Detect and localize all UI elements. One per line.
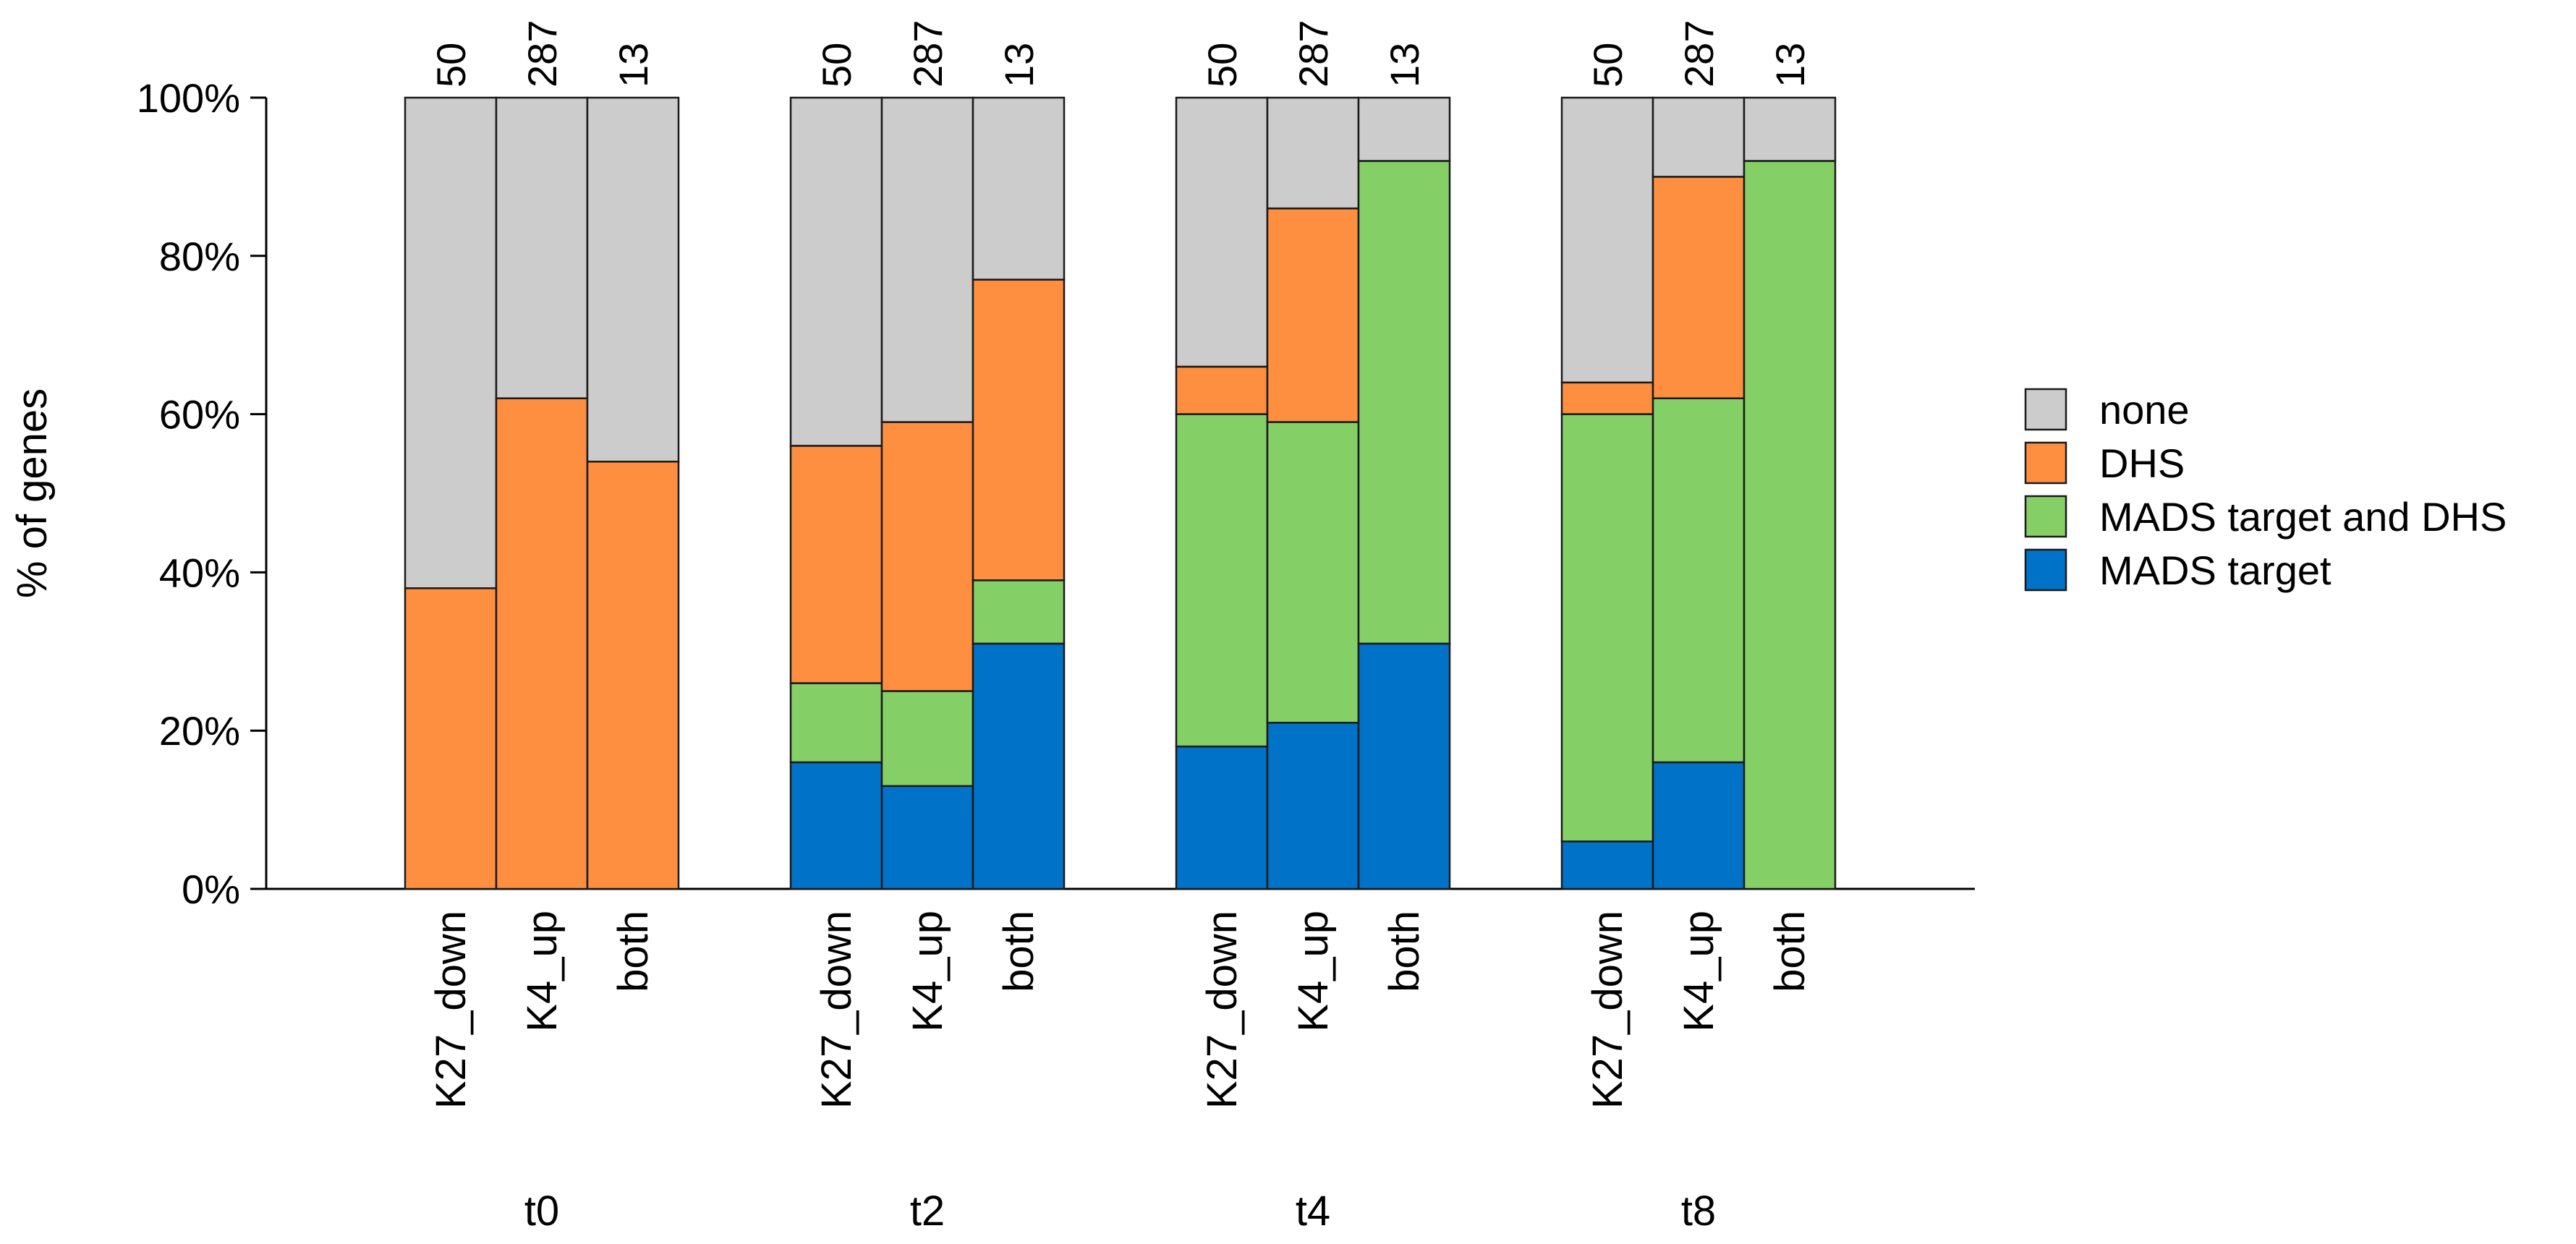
group-label: t2 — [910, 1188, 945, 1235]
legend-swatch-mads-target — [2024, 548, 2067, 592]
bar-count-label: 287 — [1291, 20, 1336, 88]
bar-segment-t2-k27-down-dhs — [789, 445, 883, 684]
legend-label-mads-target: MADS target — [2099, 548, 2331, 593]
legend: none DHS MADS target and DHS MADS target — [2024, 387, 2507, 593]
bar-segment-t0-k27-down-none — [404, 96, 498, 589]
bar-count-label: 287 — [905, 20, 951, 88]
bar-segment-t4-k4-up-none — [1266, 96, 1360, 210]
bar-segment-t4-k4-up-mads-target-and-dhs — [1266, 421, 1360, 724]
y-tick-label: 80% — [159, 234, 240, 279]
group-label: t8 — [1681, 1188, 1716, 1235]
y-tick-label: 60% — [159, 392, 240, 438]
bar-segment-t8-both-mads-target-and-dhs — [1743, 160, 1837, 890]
y-tick-label: 40% — [159, 550, 240, 595]
bar-segment-t4-k27-down-mads-target — [1175, 745, 1269, 890]
group-label: t0 — [524, 1188, 559, 1235]
bar-count-label: 13 — [611, 43, 656, 88]
bar-segment-t4-k27-down-none — [1175, 96, 1269, 368]
category-label: K27_down — [1199, 911, 1246, 1109]
bar-segment-t4-both-mads-target-and-dhs — [1357, 160, 1451, 645]
bar-segment-t8-k4-up-mads-target — [1652, 761, 1746, 890]
bar-segment-t8-k27-down-dhs — [1560, 381, 1654, 415]
bar-segment-t8-k27-down-mads-target-and-dhs — [1560, 413, 1654, 843]
category-label: both — [1381, 911, 1428, 992]
legend-label-none: none — [2099, 387, 2190, 433]
category-label: K27_down — [428, 911, 475, 1109]
bar-segment-t0-k4-up-dhs — [495, 397, 589, 890]
y-tick-label: 100% — [137, 75, 240, 121]
category-label: both — [1767, 911, 1814, 992]
bar-count-labels: 50 287 13 50 287 13 50 287 13 50 287 13 — [428, 20, 1813, 88]
bar-segment-t8-k27-down-none — [1560, 96, 1654, 384]
bar-segment-t2-k27-down-mads-target — [789, 761, 883, 890]
category-label: K4_up — [519, 911, 566, 1032]
bar-segment-t2-k4-up-mads-target-and-dhs — [880, 690, 974, 788]
bars — [404, 96, 1837, 890]
bar-segment-t8-k4-up-mads-target-and-dhs — [1652, 397, 1746, 764]
category-label: K4_up — [904, 911, 951, 1032]
group-label: t4 — [1296, 1188, 1330, 1235]
y-tick-label: 20% — [159, 708, 240, 754]
plot-area: 0% 20% 40% 60% 80% 100% 50 287 13 50 287 13 50 287 13… — [137, 20, 1975, 1235]
bar-segment-t4-k27-down-mads-target-and-dhs — [1175, 413, 1269, 748]
category-label: both — [610, 911, 657, 992]
bar-count-label: 50 — [428, 43, 474, 88]
category-label: K27_down — [813, 911, 860, 1109]
y-axis-ticks: 0% 20% 40% 60% 80% 100% — [137, 75, 266, 912]
bar-segment-t2-both-none — [972, 96, 1066, 281]
category-label: both — [995, 911, 1042, 992]
bar-segment-t0-k27-down-dhs — [404, 587, 498, 890]
bar-segment-t2-k4-up-dhs — [880, 421, 974, 692]
bar-segment-t4-k27-down-dhs — [1175, 365, 1269, 415]
bar-segment-t8-k4-up-dhs — [1652, 176, 1746, 399]
bar-segment-t0-k4-up-none — [495, 96, 589, 399]
bar-count-label: 13 — [996, 43, 1042, 88]
bar-segment-t8-both-none — [1743, 96, 1837, 162]
y-axis-title: % of genes — [9, 388, 56, 598]
bar-segment-t4-k4-up-mads-target — [1266, 722, 1360, 890]
legend-swatch-mads-target-and-dhs — [2024, 495, 2067, 538]
legend-label-dhs: DHS — [2099, 440, 2185, 486]
category-label: K27_down — [1584, 911, 1631, 1109]
bar-segment-t8-k4-up-none — [1652, 96, 1746, 178]
bar-segment-t0-both-none — [586, 96, 680, 463]
bar-count-label: 13 — [1767, 43, 1813, 88]
legend-swatch-none — [2024, 388, 2067, 431]
bar-segment-t4-both-mads-target — [1357, 642, 1451, 890]
y-tick-label: 0% — [182, 866, 240, 912]
bar-segment-t8-k27-down-mads-target — [1560, 840, 1654, 890]
bar-count-label: 50 — [1585, 43, 1631, 88]
legend-label-mads-target-and-dhs: MADS target and DHS — [2099, 494, 2507, 540]
category-label: K4_up — [1290, 911, 1337, 1032]
bar-count-label: 287 — [1676, 20, 1722, 88]
bar-count-label: 13 — [1382, 43, 1427, 88]
bar-segment-t0-both-dhs — [586, 460, 680, 890]
legend-swatch-dhs — [2024, 441, 2067, 485]
bar-segment-t2-k4-up-none — [880, 96, 974, 423]
bar-segment-t4-both-none — [1357, 96, 1451, 162]
bar-count-label: 50 — [814, 43, 859, 88]
bar-count-label: 287 — [519, 20, 565, 88]
bar-segment-t2-k4-up-mads-target — [880, 785, 974, 890]
bar-segment-t2-both-mads-target — [972, 642, 1066, 890]
bar-segment-t2-both-mads-target-and-dhs — [972, 579, 1066, 645]
bar-segment-t2-both-dhs — [972, 278, 1066, 581]
bar-segment-t2-k27-down-mads-target-and-dhs — [789, 682, 883, 764]
category-label: K4_up — [1675, 911, 1722, 1032]
category-labels: K27_down K4_up both K27_down K4_up both K27_do… — [428, 911, 1814, 1109]
bar-segment-t4-k4-up-dhs — [1266, 207, 1360, 423]
group-labels: t0 t2 t4 t8 — [524, 1188, 1716, 1235]
bar-count-label: 50 — [1199, 43, 1245, 88]
bar-segment-t2-k27-down-none — [789, 96, 883, 447]
